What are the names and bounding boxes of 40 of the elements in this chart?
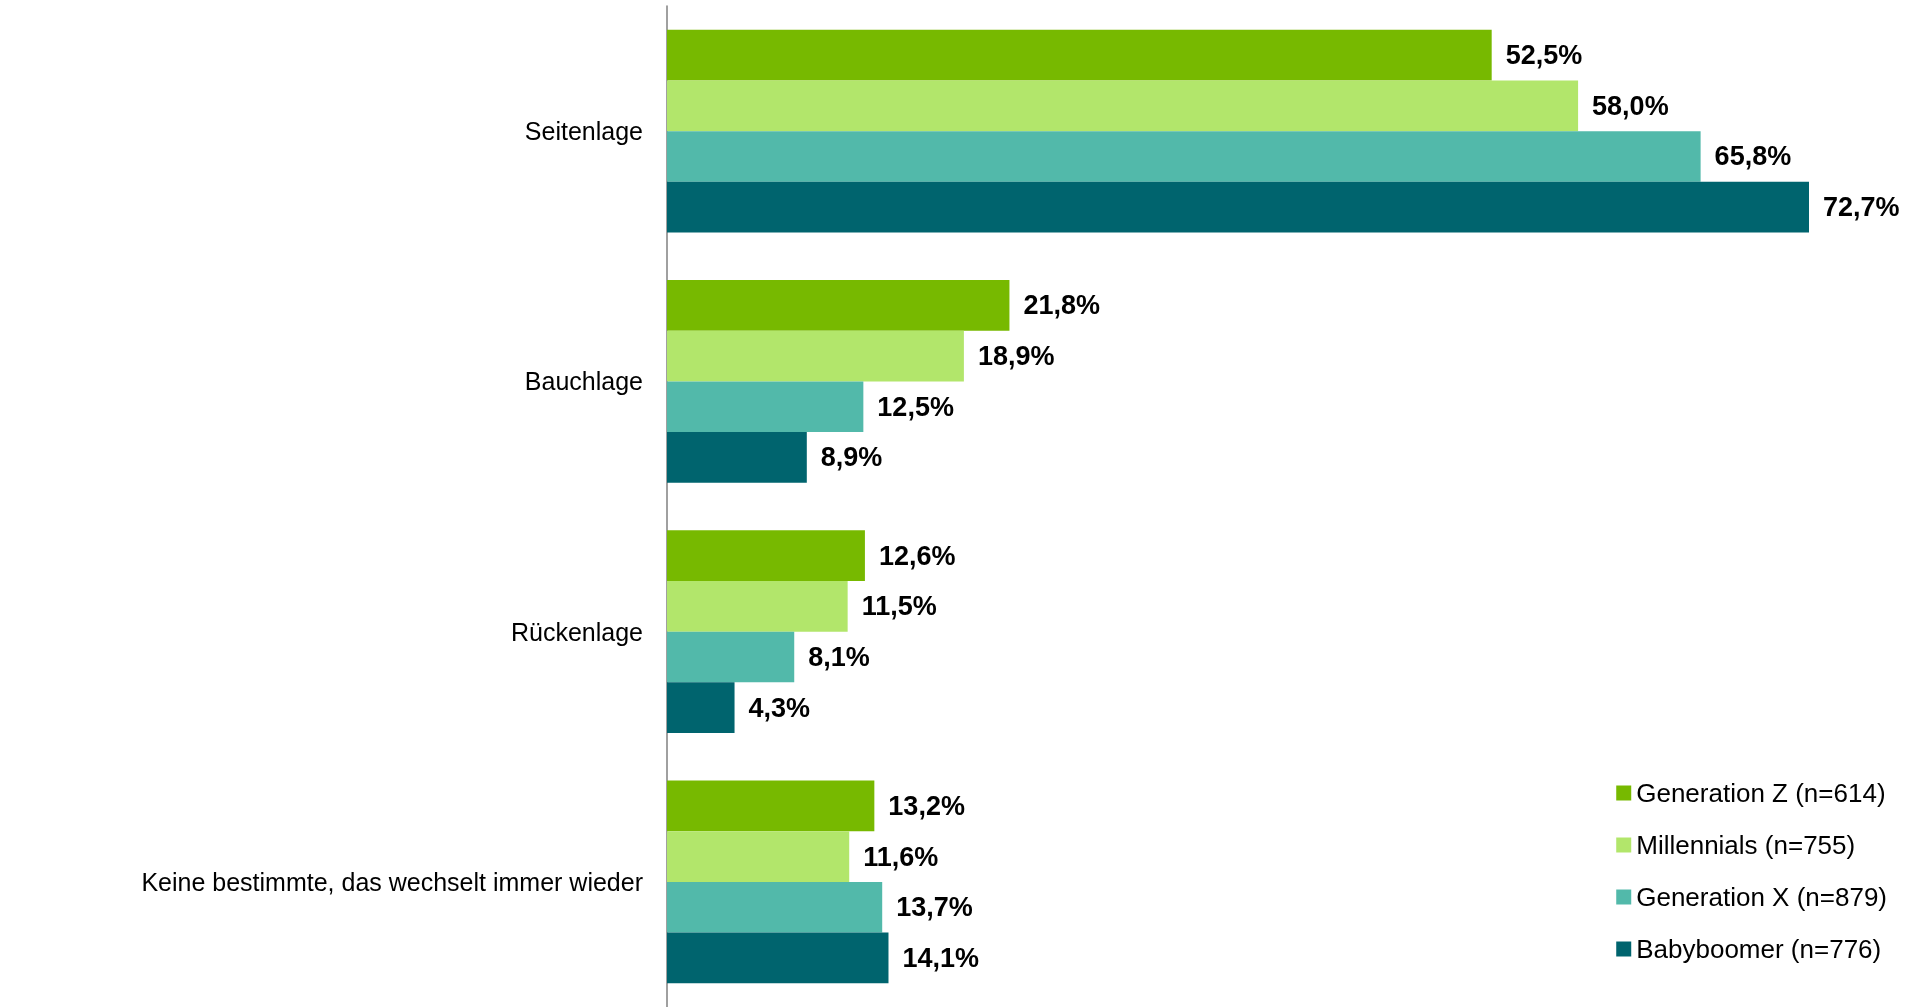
data-label: 8,1% bbox=[808, 641, 870, 672]
bar bbox=[667, 682, 735, 733]
bar bbox=[667, 80, 1579, 132]
bar bbox=[667, 181, 1809, 233]
data-label: 52,5% bbox=[1505, 40, 1583, 71]
data-label: 14,1% bbox=[902, 942, 980, 973]
y-tick-label: Seitenlage bbox=[524, 117, 643, 146]
legend-label: Millennials (n=755) bbox=[1636, 830, 1856, 860]
data-label: 11,5% bbox=[861, 591, 937, 622]
bar bbox=[667, 831, 850, 882]
y-tick-label: Keine bestimmte, das wechselt immer wieder bbox=[141, 867, 643, 896]
bar bbox=[667, 432, 807, 483]
data-label: 11,6% bbox=[863, 841, 939, 872]
data-label: 12,5% bbox=[877, 391, 954, 422]
bar bbox=[667, 932, 889, 984]
data-label: 65,8% bbox=[1714, 141, 1792, 172]
data-label: 13,2% bbox=[888, 790, 965, 821]
data-label: 8,9% bbox=[820, 442, 883, 473]
y-tick-label: Bauchlage bbox=[524, 367, 643, 396]
bar bbox=[667, 280, 1010, 331]
data-label: 18,9% bbox=[977, 341, 1055, 372]
bar bbox=[667, 131, 1701, 182]
bar bbox=[667, 530, 865, 581]
bar bbox=[667, 631, 795, 683]
y-tick-label: Rückenlage bbox=[510, 617, 643, 646]
bar bbox=[667, 29, 1492, 81]
data-label: 12,6% bbox=[878, 540, 956, 571]
bar bbox=[667, 780, 875, 832]
data-label: 13,7% bbox=[896, 892, 973, 923]
bar bbox=[667, 381, 864, 433]
legend-label: Generation Z (n=614) bbox=[1636, 778, 1886, 808]
data-label: 4,3% bbox=[748, 692, 811, 723]
data-label: 72,7% bbox=[1823, 192, 1900, 223]
legend-label: Babyboomer (n=776) bbox=[1636, 934, 1882, 964]
bar bbox=[667, 330, 964, 382]
data-label: 21,8% bbox=[1023, 290, 1101, 321]
bar bbox=[667, 881, 883, 933]
bar bbox=[667, 580, 848, 632]
data-label: 58,0% bbox=[1592, 90, 1669, 121]
legend-label: Generation X (n=879) bbox=[1636, 882, 1888, 912]
